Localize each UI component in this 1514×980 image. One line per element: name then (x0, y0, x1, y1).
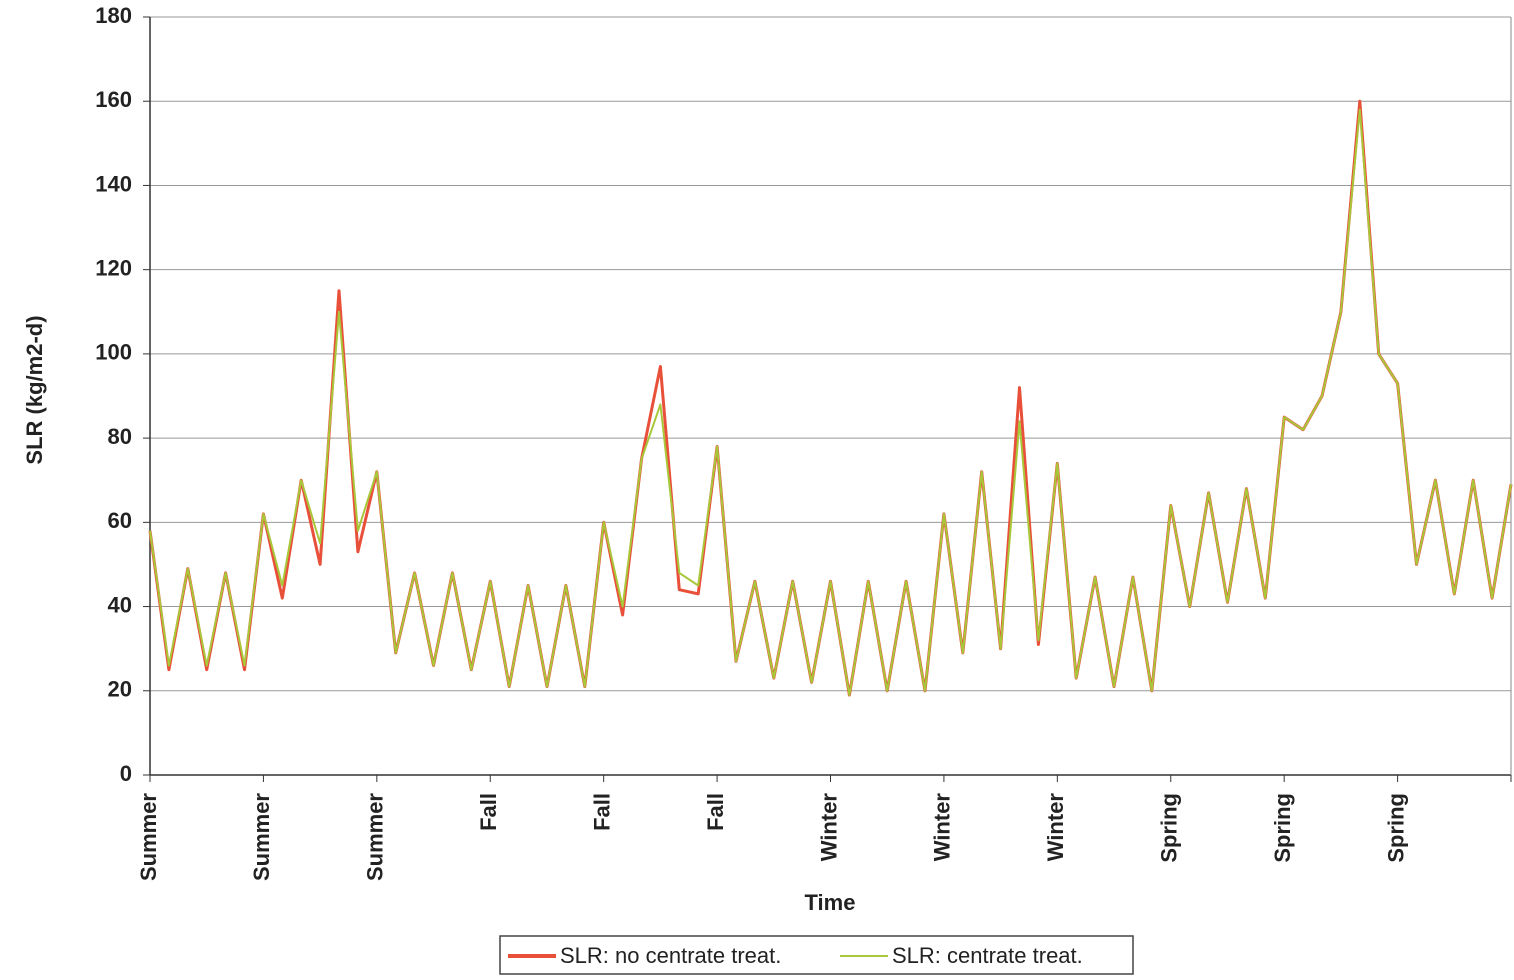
x-tick-label: Summer (363, 793, 388, 881)
x-tick-label: Summer (136, 793, 161, 881)
x-axis-label: Time (805, 890, 856, 915)
legend-label: SLR: centrate treat. (892, 943, 1083, 968)
x-tick-label: Spring (1157, 793, 1182, 863)
x-tick-label: Fall (703, 793, 728, 831)
series-line (148, 99, 1513, 697)
x-tick-label: Winter (816, 793, 841, 862)
series-line (149, 108, 1512, 696)
x-tick-label: Fall (589, 793, 614, 831)
y-tick-label: 60 (108, 508, 132, 533)
y-tick-label: 80 (108, 424, 132, 449)
y-tick-label: 0 (120, 761, 132, 786)
x-tick-label: Spring (1270, 793, 1295, 863)
y-tick-label: 120 (95, 255, 132, 280)
x-tick-label: Winter (1043, 793, 1068, 862)
legend-box (499, 935, 1134, 975)
x-tick-label: Fall (476, 793, 501, 831)
y-tick-label: 160 (95, 87, 132, 112)
y-axis-label: SLR (kg/m2-d) (22, 315, 47, 464)
x-tick-label: Winter (930, 793, 955, 862)
y-tick-label: 140 (95, 171, 132, 196)
y-tick-label: 100 (95, 340, 132, 365)
x-tick-label: Summer (249, 793, 274, 881)
y-tick-label: 20 (108, 677, 132, 702)
y-tick-label: 180 (95, 3, 132, 28)
y-tick-label: 40 (108, 592, 132, 617)
x-tick-label: Spring (1383, 793, 1408, 863)
legend-label: SLR: no centrate treat. (560, 943, 781, 968)
